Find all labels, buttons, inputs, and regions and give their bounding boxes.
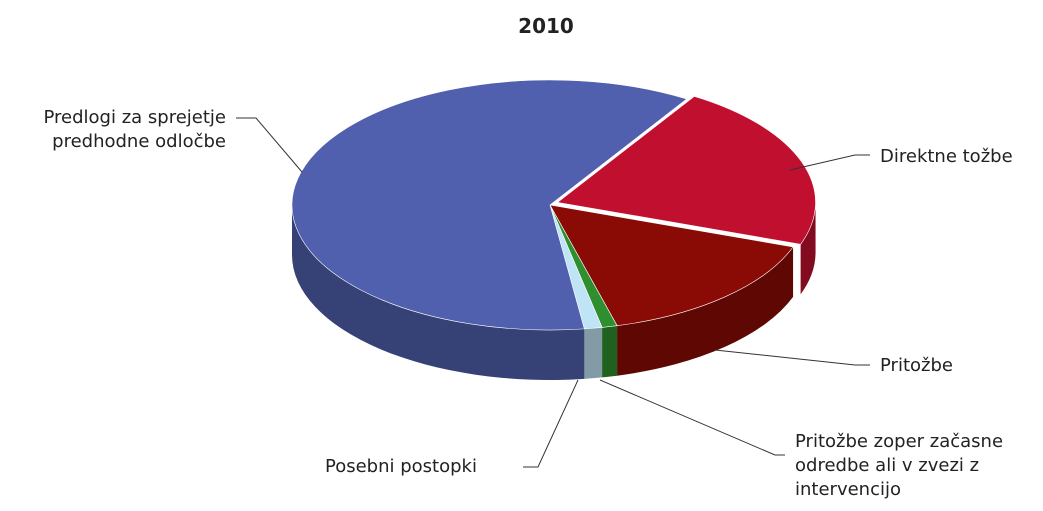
slice-label: Pritožbe zoper začasne odredbe ali v zve…	[795, 431, 1004, 500]
slice-side	[800, 202, 816, 295]
leader-line	[236, 117, 303, 173]
slice-side	[617, 246, 794, 376]
slice	[291, 79, 688, 331]
slice-label: Posebni postopki	[325, 456, 477, 477]
chart-title: 2010	[518, 14, 574, 38]
slice-label: Direktne tožbe	[880, 146, 1013, 167]
leader-line	[789, 154, 870, 171]
slice-label: Predlogi za sprejetje predhodne odločbe	[43, 107, 227, 152]
slice	[549, 204, 794, 327]
slice-side	[584, 327, 603, 379]
slice	[556, 96, 816, 245]
leader-line	[714, 349, 870, 366]
leader-line	[599, 379, 785, 456]
slice-label: Pritožbe	[880, 355, 953, 376]
slice-side	[602, 325, 618, 378]
leader-line	[523, 379, 579, 468]
slice-side	[292, 205, 585, 381]
leader-lines	[236, 117, 870, 468]
